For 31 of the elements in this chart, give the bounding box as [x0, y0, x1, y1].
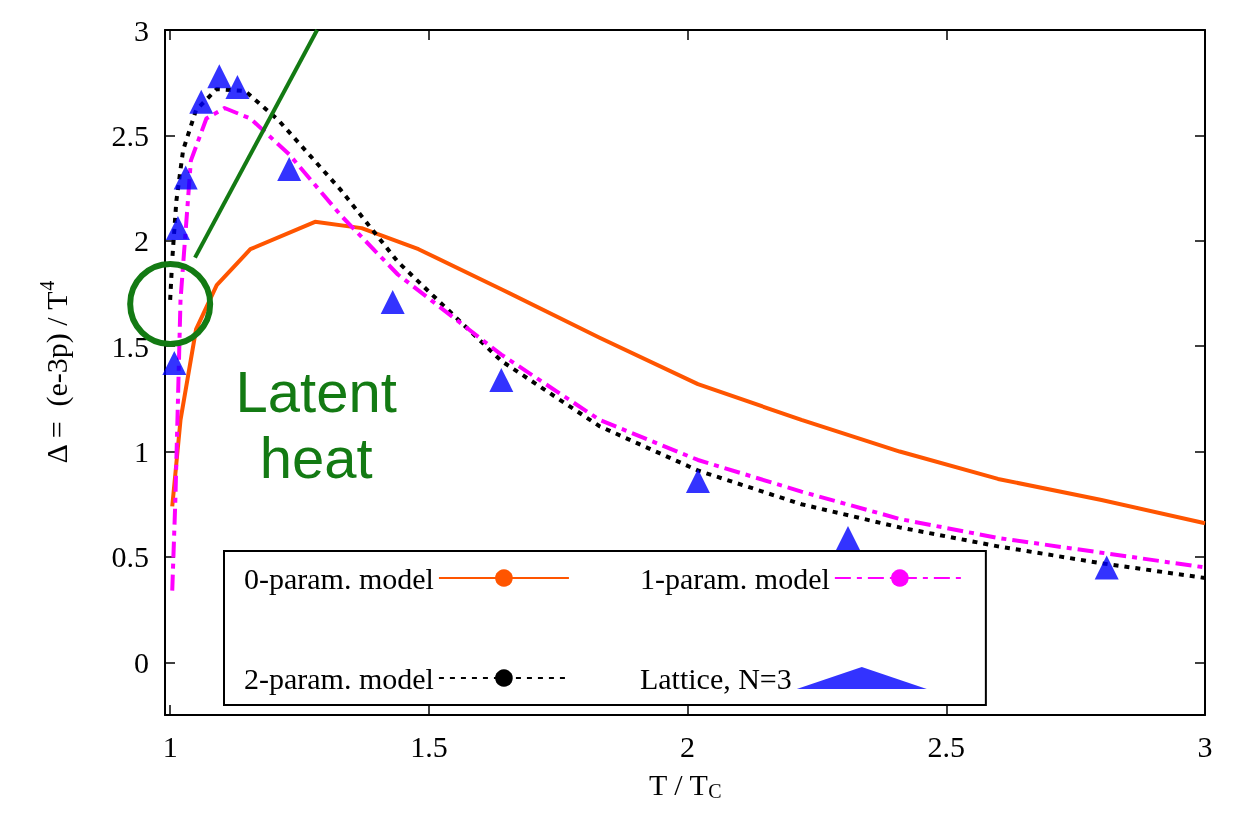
- y-tick-label: 2.5: [111, 118, 149, 152]
- x-tick-label: 1.5: [410, 729, 448, 763]
- x-tick-label: 1: [162, 729, 178, 763]
- point: [277, 157, 302, 182]
- x-tick-label: 2: [680, 729, 696, 763]
- point: [207, 64, 232, 89]
- point: [835, 525, 860, 550]
- y-tick-label: 2: [134, 224, 149, 258]
- y-tick-label: 1.5: [111, 329, 149, 363]
- x-tick-label: 2.5: [927, 729, 966, 763]
- y-tick-label: 1: [134, 435, 149, 469]
- point: [685, 469, 710, 494]
- point: [162, 351, 187, 376]
- point: [189, 89, 214, 114]
- legend-label: 2-param. model: [243, 661, 434, 695]
- legend-label: 0-param. model: [243, 561, 434, 595]
- annotation: Latent heat: [235, 359, 397, 490]
- point: [489, 367, 514, 392]
- point: [165, 216, 190, 241]
- y-tick-label: 0: [134, 645, 149, 679]
- legend-label: Lattice, N=3: [639, 661, 792, 695]
- y-tick-label: 3: [134, 13, 149, 47]
- point: [1094, 555, 1119, 580]
- line-series: [170, 219, 1207, 526]
- legend-label: 1-param. model: [639, 561, 830, 595]
- point: [380, 289, 405, 314]
- x-tick-label: 3: [1197, 729, 1213, 763]
- point: [173, 165, 198, 190]
- y-tick-label: 0.5: [111, 540, 149, 574]
- point: [225, 74, 250, 99]
- y-axis-title: Δ = (e-3p) / T4: [36, 280, 74, 464]
